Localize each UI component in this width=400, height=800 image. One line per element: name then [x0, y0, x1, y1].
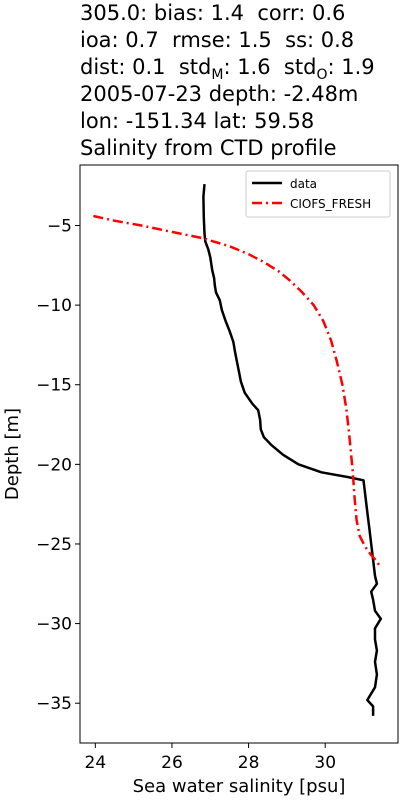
plot-frame	[79, 164, 399, 744]
y-tick-label-20: −20	[36, 455, 72, 475]
labels-layer: 24 26 28 30 −5 −10 −15 −20 −25 −30 −35	[36, 217, 336, 773]
x-axis-label: Sea water salinity [psu]	[133, 776, 346, 797]
y-tick-label-25: −25	[36, 535, 72, 555]
x-tick-label-30: 30	[314, 753, 336, 773]
chart-title-block: 305.0: bias: 1.4 corr: 0.6 ioa: 0.7 rmse…	[80, 0, 400, 162]
chart-title: Salinity from CTD profile	[80, 136, 337, 160]
y-tick-label-10: −10	[36, 296, 72, 316]
title-line-3-post: : 1.9	[327, 55, 375, 79]
x-tick-label-26: 26	[161, 753, 183, 773]
title-line-3-pre: dist: 0.1 std	[80, 55, 212, 79]
y-tick-label-30: −30	[36, 615, 72, 635]
legend-label-ciofs-fresh: CIOFS_FRESH	[290, 197, 371, 211]
title-line-date-depth: 2005-07-23 depth: -2.48m	[80, 82, 359, 106]
x-tick-label-28: 28	[238, 753, 260, 773]
legend-label-data: data	[290, 177, 317, 191]
series-line-ciofs-fresh	[93, 214, 382, 569]
x-tick-label-24: 24	[85, 753, 107, 773]
title-line-3-sub2: O	[316, 67, 328, 84]
title-line-stats-3: dist: 0.1 stdM: 1.6 stdO: 1.9	[80, 54, 400, 84]
title-line-location: lon: -151.34 lat: 59.58	[80, 109, 315, 133]
y-tick-label-35: −35	[36, 694, 72, 714]
title-line-3-mid: : 1.6 std	[223, 55, 317, 79]
y-axis-label: Depth [m]	[2, 408, 23, 500]
y-tick-label-15: −15	[36, 376, 72, 396]
y-tick-label-5: −5	[47, 217, 72, 237]
legend: data CIOFS_FRESH	[245, 170, 391, 218]
series-layer	[93, 183, 383, 716]
series-line-data	[202, 183, 383, 716]
axis-ticks-layer	[75, 225, 326, 748]
title-line-3-sub1: M	[211, 67, 224, 84]
title-line-stats-2: ioa: 0.7 rmse: 1.5 ss: 0.8	[80, 28, 355, 52]
title-line-stats-1: 305.0: bias: 1.4 corr: 0.6	[80, 1, 346, 25]
